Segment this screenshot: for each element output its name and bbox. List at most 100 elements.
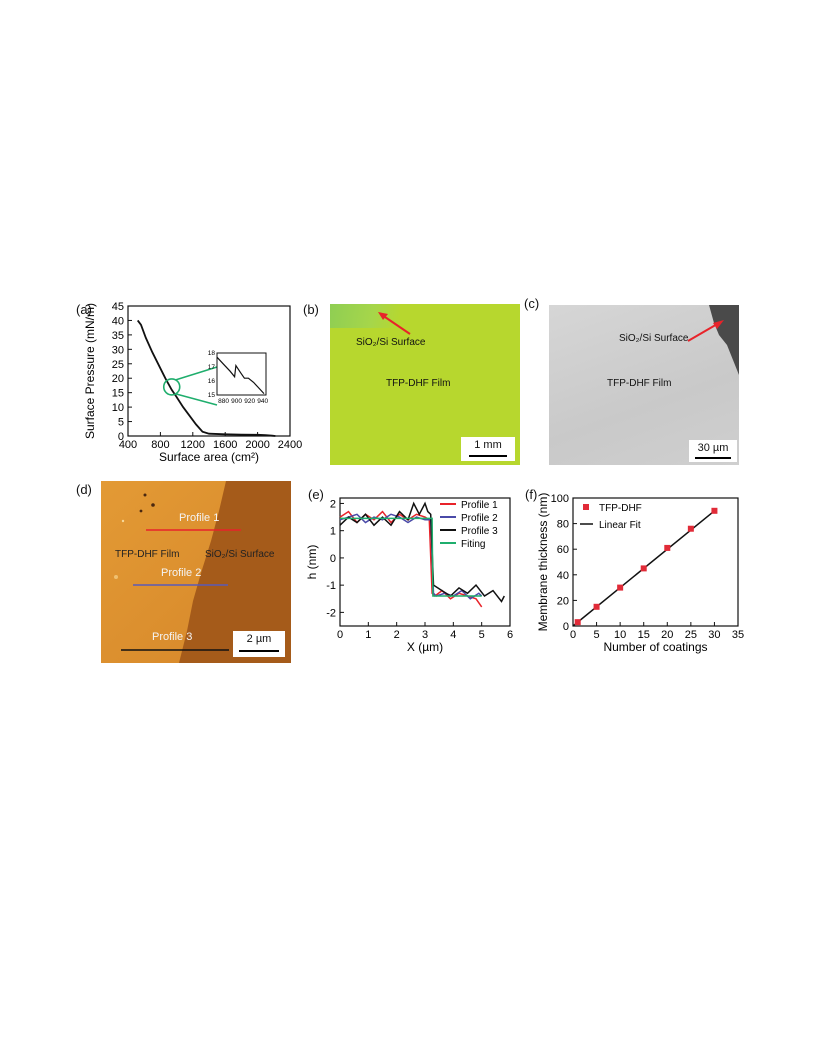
inset-y-tick-label: 15 (208, 392, 216, 399)
y-tick-label: 0 (330, 553, 336, 565)
y-tick-label: 0 (563, 621, 569, 633)
zoom-connector (175, 366, 218, 381)
panel-e-label: (e) (308, 487, 324, 502)
legend-label: Linear Fit (599, 520, 641, 531)
film-label-b: TFP-DHF Film (386, 378, 451, 389)
y-tick-label: 40 (112, 315, 124, 327)
x-tick-label: 1 (365, 629, 371, 641)
data-point (711, 507, 718, 514)
zoom-circle (162, 378, 181, 396)
panel-a-label: (a) (76, 302, 92, 317)
substrate-dark-c (687, 305, 739, 375)
chart-e: 0 1 2 3 4 5 6 -2 -1 0 1 2 X (µm) h (nm) Profile 1 Profi… (306, 497, 513, 654)
scale-text-c: 30 µm (697, 442, 729, 454)
sem-image-c: SiO₂/Si Surface TFP-DHF Film 30 µm (549, 305, 739, 465)
x-tick-label: 0 (337, 629, 343, 641)
inset-x-tick-label: 940 (257, 398, 268, 405)
panel-f-label: (f) (525, 487, 538, 502)
x-tick-label: 0 (570, 629, 576, 641)
panel-c-label: (c) (524, 296, 540, 311)
scale-bar-b: 1 mm (461, 437, 515, 461)
y-tick-label: 2 (330, 498, 336, 510)
legend-swatch (583, 504, 589, 510)
x-tick-label: 1600 (213, 439, 237, 451)
x-tick-label: 10 (614, 629, 626, 641)
y-tick-label: 0 (118, 431, 124, 443)
x-axis-label: Surface area (cm²) (159, 450, 259, 464)
inset-x-tick-label: 920 (244, 398, 255, 405)
x-tick-label: 4 (450, 629, 456, 641)
profile1-label: Profile 1 (179, 512, 220, 524)
y-tick-label: 10 (112, 402, 124, 414)
x-axis-label: X (µm) (407, 640, 443, 654)
x-tick-label: 5 (479, 629, 485, 641)
scale-line-b (469, 455, 507, 457)
y-tick-label: 25 (112, 359, 124, 371)
y-tick-label: 5 (118, 417, 124, 429)
afm-image-d: Profile 1 TFP-DHF Film SiO₂/Si Surface P… (101, 481, 291, 663)
y-tick-label: 100 (551, 493, 569, 505)
data-point (687, 525, 694, 532)
optical-image-b: SiO₂/Si Surface TFP-DHF Film 1 mm (330, 304, 520, 465)
panel-d-label: (d) (76, 482, 92, 497)
legend-label: Profile 2 (461, 513, 498, 524)
legend-label: Fiting (461, 539, 485, 550)
y-tick-label: 20 (557, 595, 569, 607)
y-axis-label: Surface Pressure (mN/m) (83, 303, 97, 439)
x-tick-label: 400 (119, 439, 137, 451)
y-tick-label: 20 (112, 373, 124, 385)
y-tick-label: 80 (557, 519, 569, 531)
x-tick-label: 2400 (278, 439, 302, 451)
panel-b-label: (b) (303, 302, 319, 317)
data-point (574, 619, 581, 626)
profile2-label: Profile 2 (161, 567, 202, 579)
x-tick-label: 20 (661, 629, 673, 641)
x-tick-label: 800 (151, 439, 169, 451)
scale-line-c (695, 457, 731, 459)
x-tick-label: 35 (732, 629, 744, 641)
scale-text-b: 1 mm (474, 439, 502, 451)
x-tick-label: 2000 (245, 439, 269, 451)
plot-frame (572, 497, 739, 627)
scale-text-d: 2 µm (246, 633, 272, 645)
y-tick-label: 45 (112, 301, 124, 313)
plot-frame (127, 305, 291, 437)
data-point (664, 544, 671, 551)
legend-label: Profile 1 (461, 500, 498, 511)
chart-f: 0 5 10 15 20 25 30 35 0 20 40 60 80 100 Number of coat… (536, 493, 744, 654)
legend-label: TFP-DHF (599, 503, 642, 514)
y-tick-label: -2 (326, 607, 336, 619)
y-tick-label: 15 (112, 388, 124, 400)
scale-bar-c: 30 µm (689, 440, 737, 462)
inset-y-tick-label: 18 (208, 350, 216, 357)
arrow-b (378, 312, 411, 335)
y-tick-label: 60 (557, 544, 569, 556)
inset-y-tick-label: 16 (208, 378, 216, 385)
x-tick-label: 5 (594, 629, 600, 641)
x-tick-label: 2 (394, 629, 400, 641)
legend-label: Profile 3 (461, 526, 498, 537)
inset-x-tick-label: 900 (231, 398, 242, 405)
data-point (593, 603, 600, 610)
inset-line (216, 356, 265, 395)
x-tick-label: 1200 (181, 439, 205, 451)
surface-label-d: SiO₂/Si Surface (205, 549, 275, 560)
x-axis-label: Number of coatings (603, 640, 707, 654)
chart-a: 400 800 1200 1600 2000 2400 0 5 10 15 20 25 30 35 40 45… (83, 301, 302, 464)
y-tick-label: 30 (112, 344, 124, 356)
substrate-region (330, 304, 400, 328)
scale-bar-d: 2 µm (233, 631, 285, 657)
y-axis-label: h (nm) (306, 545, 319, 580)
film-label-c: TFP-DHF Film (607, 378, 672, 389)
isotherm-line (136, 319, 276, 437)
y-tick-label: 1 (330, 526, 336, 538)
x-tick-label: 25 (685, 629, 697, 641)
x-tick-label: 15 (638, 629, 650, 641)
y-tick-label: -1 (326, 580, 336, 592)
data-point (617, 584, 624, 591)
profile3-label: Profile 3 (152, 631, 193, 643)
scale-line-d (239, 650, 279, 652)
inset-y-tick-label: 17 (208, 364, 216, 371)
film-label-d: TFP-DHF Film (115, 549, 180, 560)
zoom-connector (175, 393, 218, 406)
